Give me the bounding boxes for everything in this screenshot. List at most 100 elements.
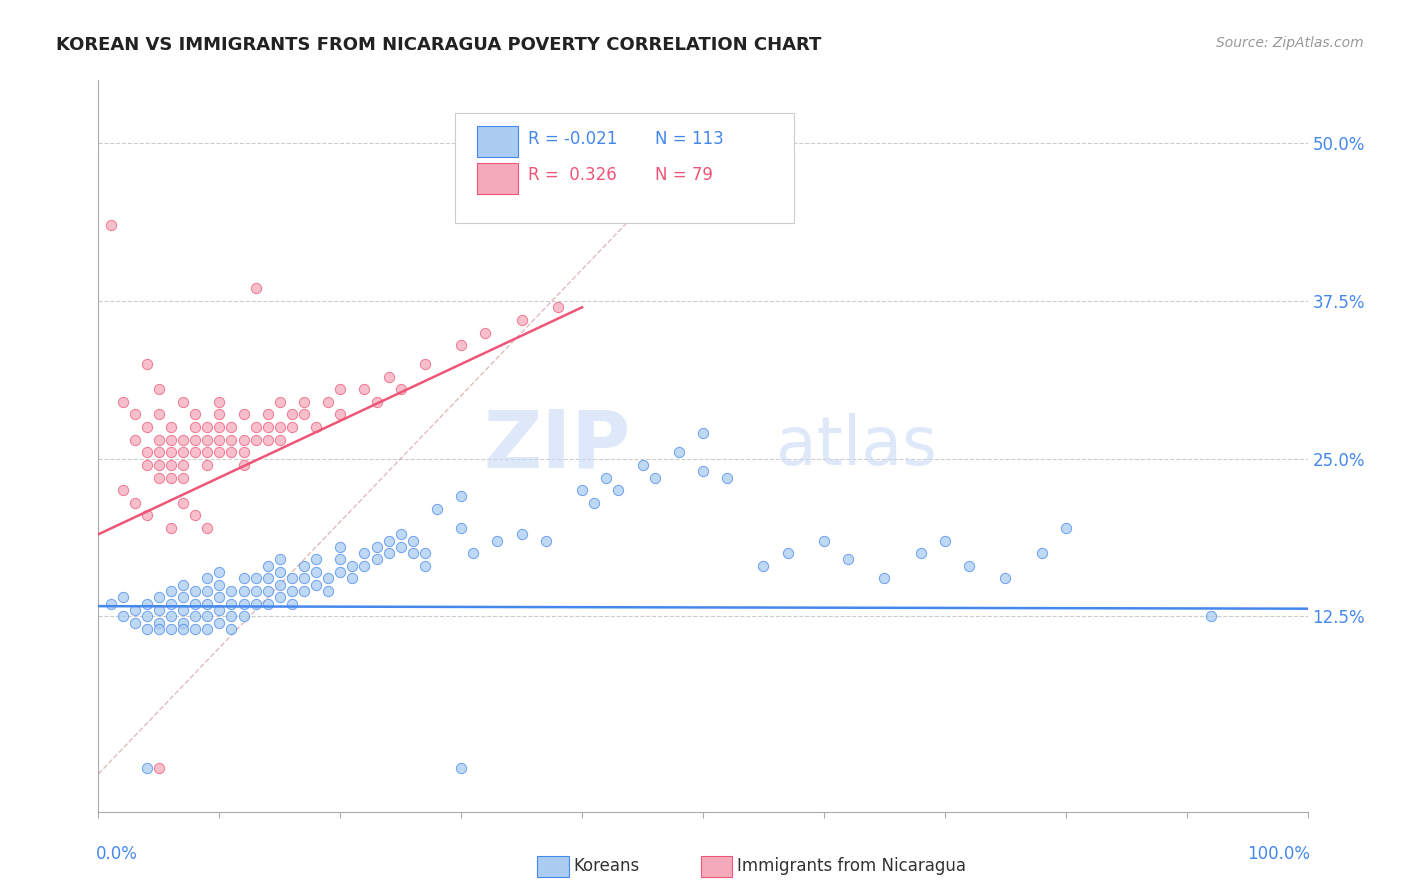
Point — [135, 357, 157, 371]
Point — [184, 433, 207, 447]
Point — [353, 382, 375, 396]
Point — [160, 584, 183, 599]
Point — [353, 558, 375, 573]
Point — [160, 597, 183, 611]
Point — [160, 433, 183, 447]
Point — [450, 761, 472, 775]
Point — [195, 609, 218, 624]
Point — [100, 597, 122, 611]
Point — [172, 470, 194, 484]
Point — [837, 552, 859, 566]
Point — [245, 420, 267, 434]
Text: Source: ZipAtlas.com: Source: ZipAtlas.com — [1216, 36, 1364, 50]
Point — [172, 445, 194, 459]
Point — [172, 433, 194, 447]
Point — [281, 420, 304, 434]
Point — [366, 552, 388, 566]
Point — [111, 609, 134, 624]
Point — [160, 420, 183, 434]
Point — [329, 540, 352, 554]
Point — [195, 458, 218, 472]
Point — [124, 408, 146, 422]
Point — [595, 470, 617, 484]
Point — [583, 496, 606, 510]
Point — [910, 546, 932, 560]
Point — [389, 527, 412, 541]
Point — [1199, 609, 1222, 624]
Point — [716, 470, 738, 484]
Point — [934, 533, 956, 548]
Point — [124, 433, 146, 447]
Point — [316, 571, 339, 585]
Point — [329, 565, 352, 579]
Point — [111, 483, 134, 497]
Point — [208, 445, 231, 459]
Point — [353, 546, 375, 560]
Point — [450, 338, 472, 352]
Point — [221, 584, 243, 599]
Point — [256, 420, 278, 434]
Point — [172, 622, 194, 636]
Text: Koreans: Koreans — [574, 857, 640, 875]
Point — [111, 395, 134, 409]
Point — [281, 571, 304, 585]
Point — [292, 571, 315, 585]
Point — [1031, 546, 1053, 560]
Point — [377, 546, 399, 560]
Point — [160, 445, 183, 459]
Point — [184, 622, 207, 636]
Text: atlas: atlas — [776, 413, 936, 479]
FancyBboxPatch shape — [700, 855, 733, 877]
Point — [752, 558, 775, 573]
Point — [184, 420, 207, 434]
Point — [256, 558, 278, 573]
Text: R = -0.021: R = -0.021 — [527, 130, 617, 148]
Point — [160, 521, 183, 535]
Point — [571, 483, 593, 497]
Point — [221, 622, 243, 636]
Point — [413, 558, 436, 573]
Point — [148, 761, 170, 775]
Point — [148, 615, 170, 630]
Point — [184, 445, 207, 459]
Point — [232, 458, 254, 472]
FancyBboxPatch shape — [537, 855, 569, 877]
Point — [111, 591, 134, 605]
Point — [413, 546, 436, 560]
Point — [172, 578, 194, 592]
Point — [208, 615, 231, 630]
Point — [160, 609, 183, 624]
Text: 100.0%: 100.0% — [1247, 846, 1310, 863]
Point — [269, 565, 291, 579]
Point — [208, 420, 231, 434]
Point — [305, 420, 328, 434]
Point — [426, 502, 449, 516]
Point — [195, 622, 218, 636]
Point — [148, 382, 170, 396]
Point — [450, 490, 472, 504]
Point — [148, 470, 170, 484]
Point — [813, 533, 835, 548]
Point — [342, 571, 364, 585]
Point — [160, 470, 183, 484]
Point — [316, 584, 339, 599]
Point — [269, 420, 291, 434]
Point — [486, 533, 509, 548]
Point — [389, 540, 412, 554]
Point — [256, 433, 278, 447]
FancyBboxPatch shape — [477, 127, 517, 157]
Point — [281, 408, 304, 422]
Point — [148, 622, 170, 636]
Point — [305, 578, 328, 592]
Point — [195, 597, 218, 611]
Point — [292, 395, 315, 409]
Point — [184, 597, 207, 611]
Point — [269, 395, 291, 409]
Point — [245, 571, 267, 585]
Point — [377, 369, 399, 384]
Point — [232, 584, 254, 599]
Point — [184, 584, 207, 599]
Point — [148, 433, 170, 447]
Point — [994, 571, 1017, 585]
Point — [668, 445, 690, 459]
